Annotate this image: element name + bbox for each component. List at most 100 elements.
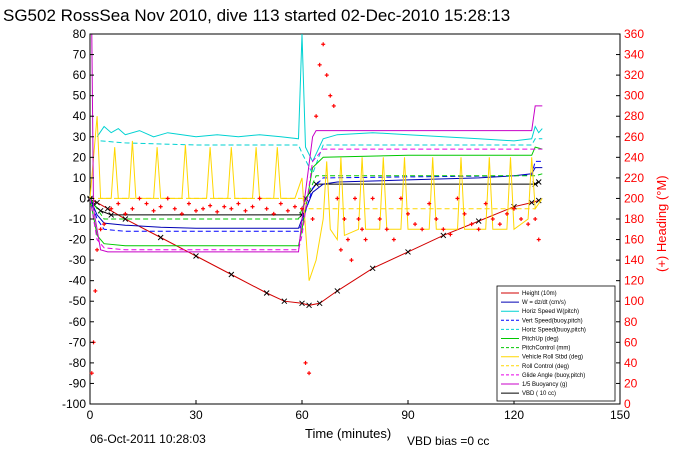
series-marker	[97, 207, 104, 214]
heading-point	[483, 201, 488, 206]
y-right-tick-label: 240	[624, 150, 644, 164]
heading-point	[324, 73, 329, 78]
heading-point	[328, 93, 333, 98]
heading-point	[469, 222, 474, 227]
footer-date: 06-Oct-2011 10:28:03	[90, 432, 206, 446]
heading-point	[455, 196, 460, 201]
heading-point	[285, 208, 290, 213]
y-right-tick-label: 340	[624, 48, 644, 62]
y-tick-label: -30	[69, 253, 87, 267]
y-right-tick-label: 60	[624, 335, 638, 349]
y-tick-label: 0	[79, 191, 86, 205]
y-right-tick-label: 160	[624, 233, 644, 247]
heading-point	[406, 211, 410, 216]
legend-label: Height (10m)	[522, 291, 557, 297]
y-right-tick-label: 0	[624, 397, 631, 411]
heading-point	[95, 247, 100, 252]
x-tick-label: 90	[401, 408, 415, 422]
heading-point	[427, 201, 432, 206]
series-marker	[334, 288, 341, 294]
heading-point	[271, 211, 276, 216]
heading-point	[342, 217, 347, 221]
series-line	[100, 138, 543, 176]
heading-point	[331, 103, 336, 108]
footer-vbd-bias: VBD bias =0 cc	[407, 434, 489, 448]
y-tick-label: 20	[73, 150, 87, 164]
series-marker	[535, 197, 542, 204]
y-tick-label: -40	[69, 274, 87, 288]
heading-point	[123, 211, 128, 216]
y-right-tick-label: 280	[624, 109, 644, 123]
heading-point	[353, 196, 357, 201]
heading-point	[186, 201, 191, 206]
series-line	[96, 33, 543, 163]
heading-point	[441, 227, 446, 232]
heading-point	[420, 227, 425, 232]
series-marker	[440, 232, 447, 239]
heading-point	[144, 201, 149, 206]
heading-point	[98, 227, 103, 232]
legend-label: Roll Control (deg)	[522, 364, 569, 370]
y-right-tick-label: 20	[624, 376, 638, 390]
series-marker	[157, 234, 164, 241]
heading-point	[434, 217, 439, 221]
y-right-tick-label: 180	[624, 212, 644, 226]
series-marker	[528, 199, 535, 206]
y-right-tick-label: 360	[624, 27, 644, 41]
heading-point	[321, 42, 326, 47]
y-tick-label: 40	[73, 109, 87, 123]
series-marker	[299, 300, 305, 307]
heading-points	[89, 42, 541, 376]
heading-point	[278, 201, 283, 206]
legend-label: Horiz Speed(buoy,pitch)	[522, 327, 586, 333]
series-line	[90, 197, 543, 210]
heading-point	[201, 206, 206, 211]
heading-point	[370, 196, 375, 201]
y-tick-label: -70	[69, 335, 87, 349]
series-marker	[104, 205, 111, 212]
heading-point	[137, 196, 142, 201]
series-marker	[122, 216, 129, 222]
heading-point	[512, 206, 516, 211]
heading-point	[300, 206, 304, 211]
legend-label: Glide Angle (buoy,pitch)	[522, 373, 585, 379]
heading-point	[345, 237, 350, 242]
heading-point	[229, 206, 234, 211]
y-tick-label: 60	[73, 68, 87, 82]
series-marker	[193, 253, 199, 259]
series-marker	[306, 302, 312, 309]
y-axis-right: 3603403203002802602402202001801601401201…	[616, 27, 644, 411]
heading-point	[215, 209, 220, 214]
heading-point	[236, 201, 241, 206]
heading-point	[497, 222, 502, 227]
heading-point	[317, 62, 322, 67]
heading-point	[349, 258, 354, 263]
y-tick-label: -20	[69, 233, 87, 247]
heading-point	[335, 196, 340, 201]
series-line	[89, 167, 543, 229]
series-marker	[405, 249, 411, 255]
heading-point	[179, 211, 184, 216]
legend-label: PitchUp (deg)	[522, 337, 559, 343]
series-line	[90, 33, 543, 253]
series-marker	[316, 300, 323, 307]
heading-point	[391, 237, 396, 242]
legend-label: 1/5 Buoyancy (g)	[522, 382, 567, 388]
y-tick-label: 70	[73, 48, 87, 62]
series-marker	[263, 290, 270, 296]
legend-label: VBD ( 10 cc)	[522, 391, 556, 397]
y-right-tick-label: 220	[624, 171, 644, 185]
y-right-tick-label: 320	[624, 68, 644, 82]
series-marker	[475, 218, 482, 224]
heading-point	[519, 217, 524, 221]
y-tick-label: -100	[62, 397, 86, 411]
heading-point	[151, 208, 156, 213]
heading-point	[116, 201, 121, 206]
heading-point	[360, 227, 365, 232]
y-right-tick-label: 100	[624, 294, 644, 308]
y-tick-label: 10	[73, 171, 87, 185]
heading-point	[102, 222, 107, 227]
heading-point	[222, 204, 227, 209]
x-axis: 0 30 60 90 120 150	[87, 400, 630, 422]
